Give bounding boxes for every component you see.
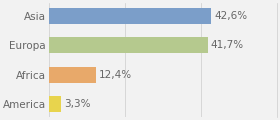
Text: 3,3%: 3,3%	[64, 99, 91, 109]
Text: 42,6%: 42,6%	[214, 11, 247, 21]
Text: 41,7%: 41,7%	[211, 40, 244, 50]
Text: 12,4%: 12,4%	[99, 70, 132, 80]
Bar	[49, 96, 61, 112]
Bar	[49, 8, 211, 24]
Bar	[49, 37, 207, 53]
Bar	[49, 67, 96, 83]
